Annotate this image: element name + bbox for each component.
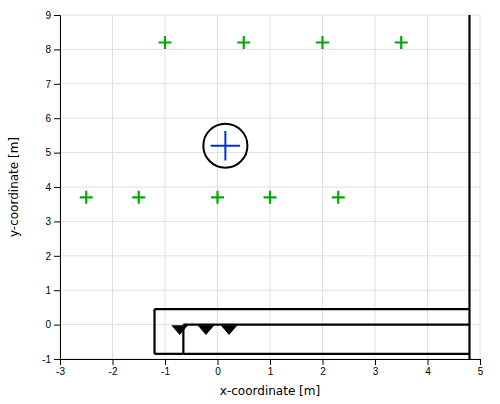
tick-mark (323, 359, 324, 365)
wall (183, 353, 469, 355)
tick-mark (54, 290, 60, 291)
x-axis-title: x-coordinate [m] (220, 384, 320, 398)
tick: 2 (45, 251, 60, 262)
tick: 2 (320, 359, 326, 377)
sensor (171, 325, 188, 335)
tick: 0 (215, 359, 221, 377)
tick-label: 8 (45, 44, 51, 55)
tick-mark (54, 84, 60, 85)
tick-label: 7 (45, 79, 51, 90)
point (316, 36, 329, 49)
estimate-circle (203, 124, 247, 168)
tick: 3 (45, 216, 60, 227)
tick-label: 1 (268, 366, 274, 377)
tick-mark (54, 49, 60, 50)
wall (468, 15, 470, 359)
point (264, 191, 277, 204)
grid-line-y (60, 15, 480, 16)
tick: 4 (45, 182, 60, 193)
tick: 8 (45, 44, 60, 55)
tick-mark (113, 359, 114, 365)
tick: 4 (425, 359, 431, 377)
estimate-cross (211, 131, 240, 160)
tick-label: 2 (45, 251, 51, 262)
axis-line (54, 16, 61, 360)
tick-mark (270, 359, 271, 365)
tick: 5 (478, 359, 484, 377)
grid-line-y (60, 49, 480, 50)
point (132, 191, 145, 204)
tick: -3 (56, 359, 65, 377)
tick: 1 (268, 359, 274, 377)
tick-label: -2 (109, 366, 118, 377)
tick-mark (375, 359, 376, 365)
y-axis: -1 0 1 2 3 4 5 6 7 8 9 (42, 10, 60, 365)
tick-label: 6 (45, 113, 51, 124)
grid-line-y (60, 152, 480, 153)
grid-line-y (60, 324, 480, 325)
series (80, 36, 408, 204)
tick-label: 1 (45, 285, 51, 296)
tick-label: 0 (215, 366, 221, 377)
grid-line-y (60, 255, 480, 256)
tick-mark (54, 256, 60, 257)
tick: 6 (45, 113, 60, 124)
point (80, 191, 93, 204)
wall (155, 308, 470, 310)
tick-mark (54, 118, 60, 119)
point (159, 36, 172, 49)
grid-line-y (60, 118, 480, 119)
marks (80, 15, 470, 359)
tick-mark (54, 359, 60, 360)
wall (155, 353, 184, 355)
point (332, 191, 345, 204)
tick: 5 (45, 147, 60, 158)
point (211, 191, 224, 204)
tick-label: -1 (42, 354, 51, 365)
tick-mark (54, 153, 60, 154)
tick: 1 (45, 285, 60, 296)
tick: 9 (45, 10, 60, 21)
tick-mark (54, 325, 60, 326)
grid-line-y (60, 290, 480, 291)
tick: 7 (45, 79, 60, 90)
plot-root: -3 -2 -1 0 1 2 3 4 5 -1 0 1 2 3 4 5 6 7 8 9 x-coordinate [m]… (7, 10, 484, 398)
tick: -2 (109, 359, 118, 377)
wall (153, 309, 155, 354)
tick-label: 5 (478, 366, 484, 377)
point (237, 36, 250, 49)
tick: 0 (45, 319, 60, 330)
grid-line-y (60, 221, 480, 222)
tick-mark (165, 359, 166, 365)
grid-line-y (60, 83, 480, 84)
x-axis: -3 -2 -1 0 1 2 3 4 5 (56, 359, 484, 377)
grid (60, 15, 480, 359)
tick: -1 (161, 359, 170, 377)
tick: 3 (373, 359, 379, 377)
tick-label: 4 (45, 182, 51, 193)
sensor (221, 325, 238, 335)
tick-label: 4 (425, 366, 431, 377)
y-axis-title: y-coordinate [m] (7, 137, 21, 237)
tick-label: 3 (45, 216, 51, 227)
tick-label: 9 (45, 10, 51, 21)
tick-mark (54, 187, 60, 188)
tick-mark (54, 221, 60, 222)
point (395, 36, 408, 49)
tick-label: 3 (373, 366, 379, 377)
chart: -3 -2 -1 0 1 2 3 4 5 -1 0 1 2 3 4 5 6 7 8 9 x-coordinate [m]… (0, 0, 500, 404)
tick-mark (218, 359, 219, 365)
grid-line-y (60, 187, 480, 188)
tick-label: 2 (320, 366, 326, 377)
axis-line (61, 360, 481, 366)
tick-label: -3 (56, 366, 65, 377)
sensor (198, 325, 215, 335)
tick-mark (428, 359, 429, 365)
tick-mark (480, 359, 481, 365)
tick-label: 0 (45, 319, 51, 330)
tick: -1 (42, 354, 60, 365)
tick-label: -1 (161, 366, 170, 377)
tick-mark (54, 15, 60, 16)
tick-label: 5 (45, 147, 51, 158)
